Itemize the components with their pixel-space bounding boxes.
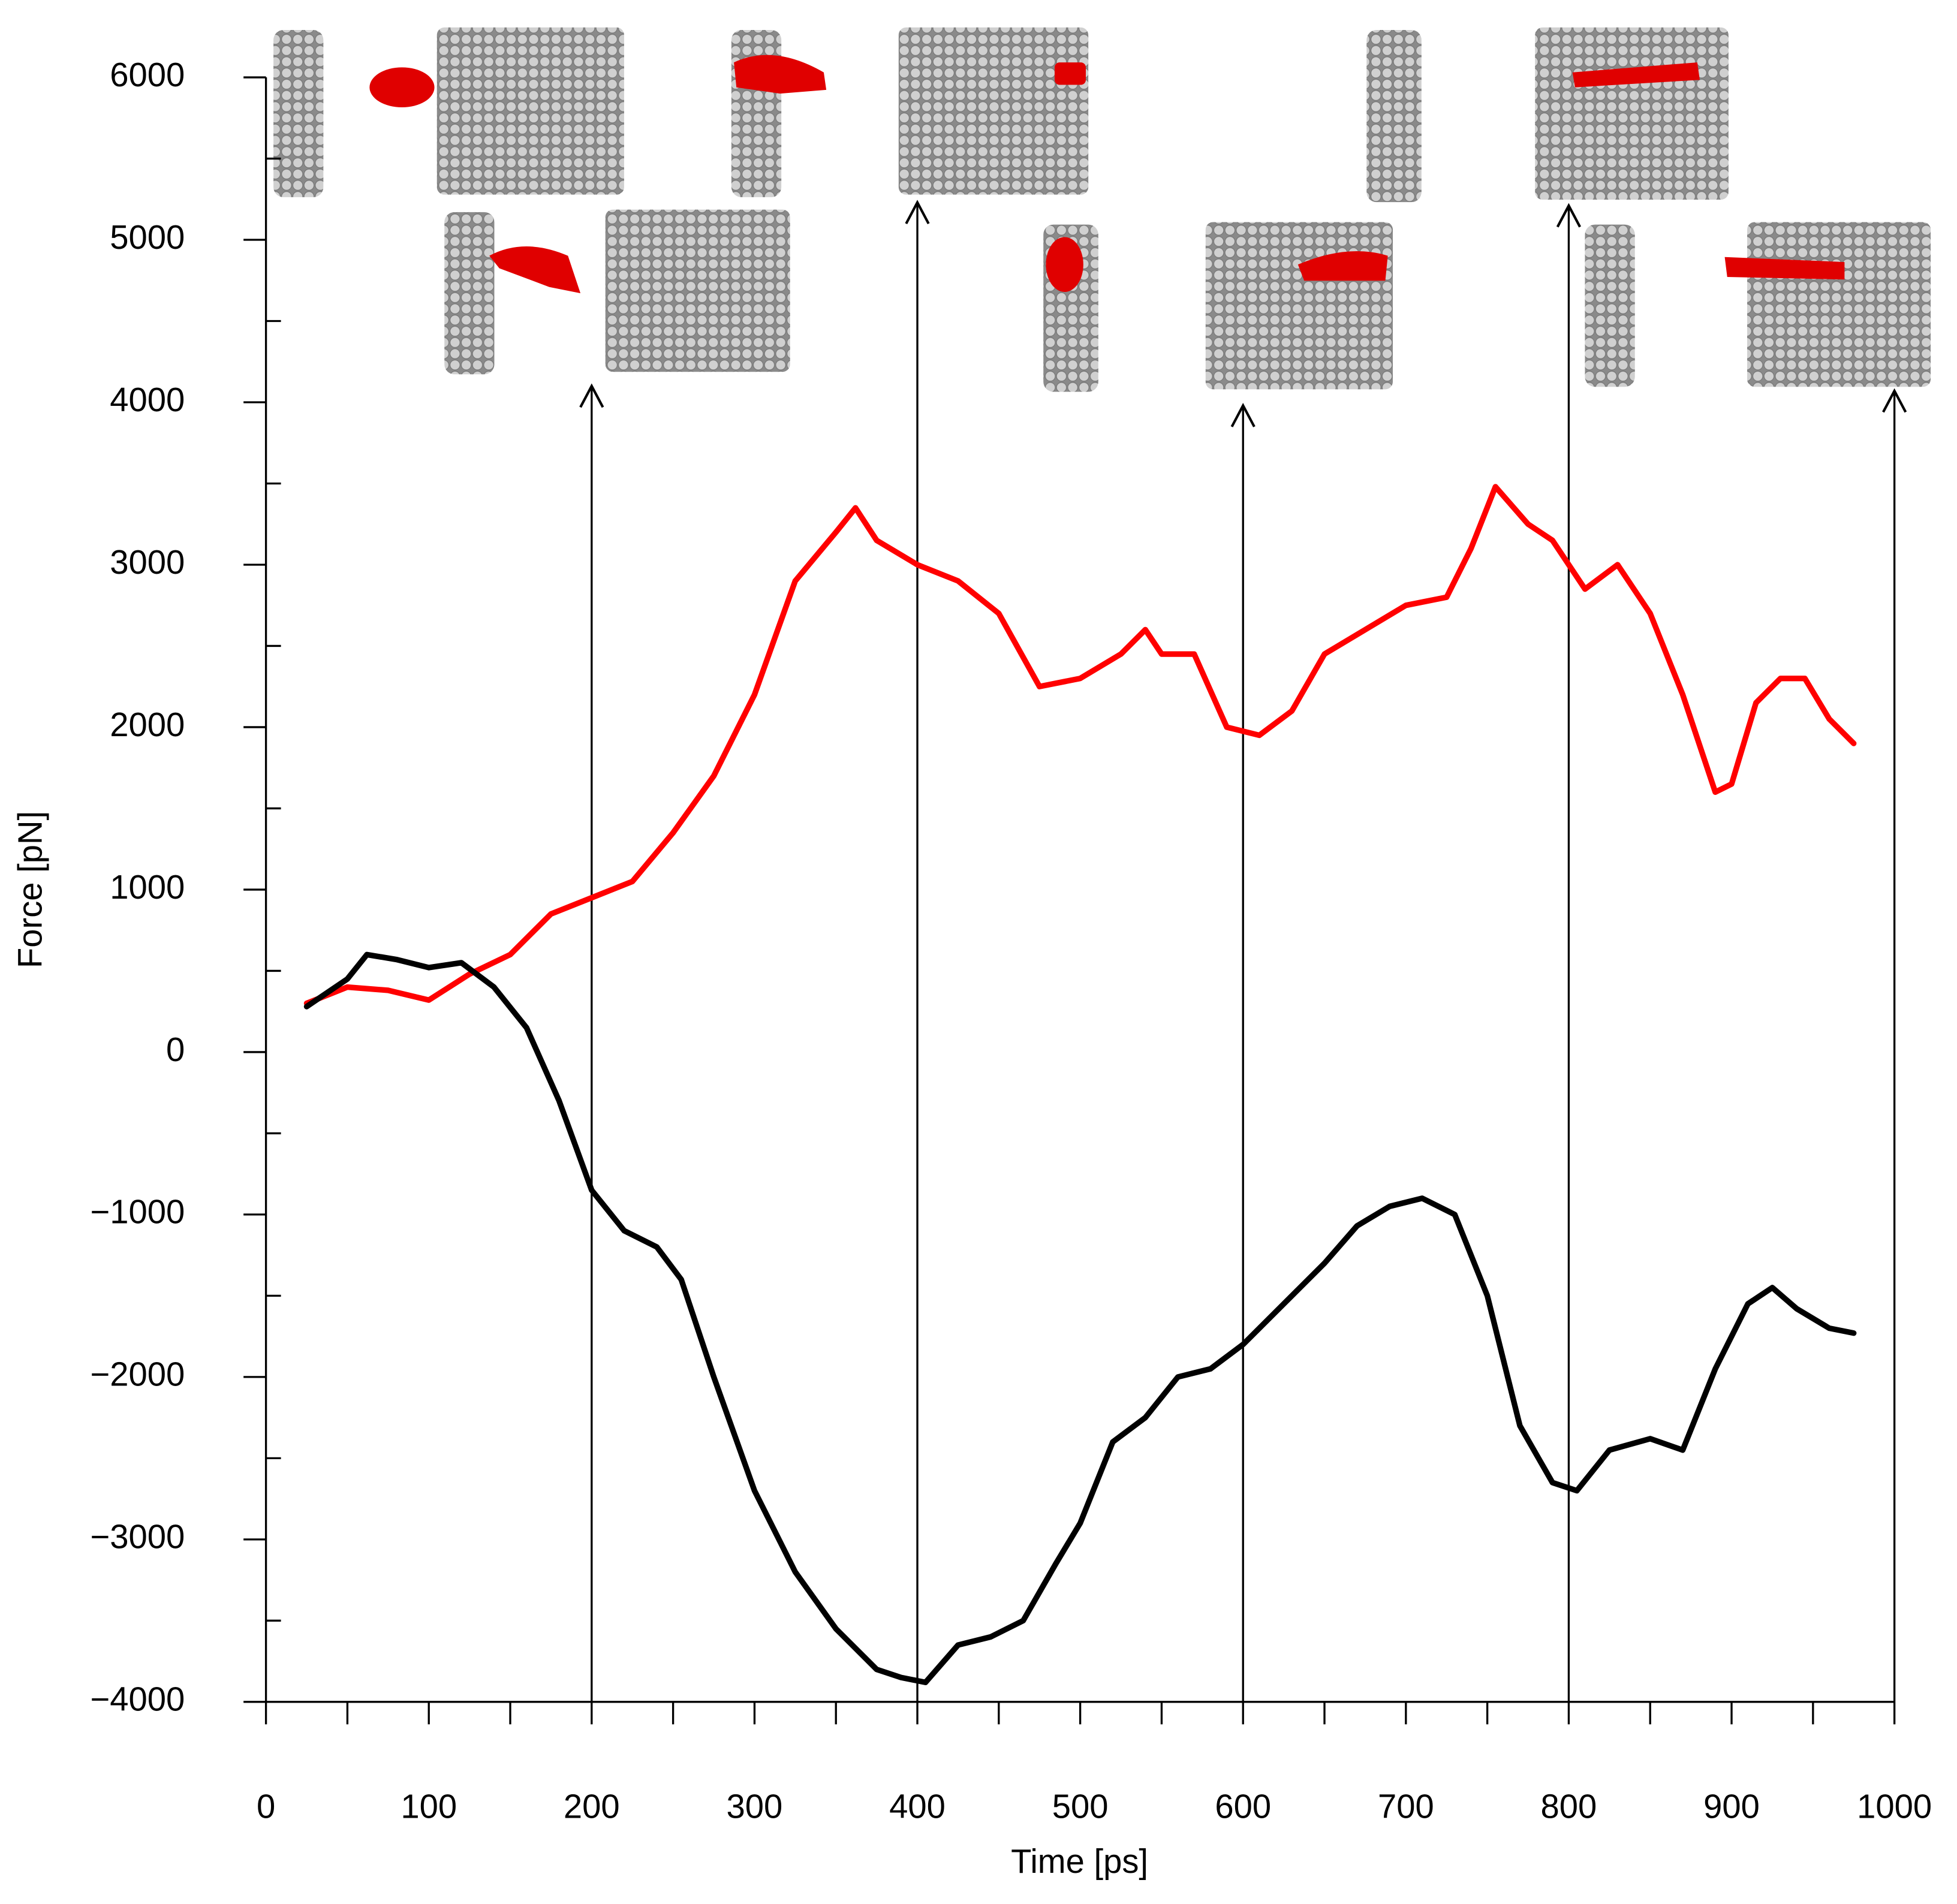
y-tick-label: −1000 xyxy=(91,1193,185,1231)
x-axis-title: Time [ps] xyxy=(1011,1842,1148,1880)
y-tick-label: 0 xyxy=(166,1031,185,1068)
x-tick-label: 0 xyxy=(257,1788,275,1825)
y-tick-label: −4000 xyxy=(91,1680,185,1718)
x-tick-label: 100 xyxy=(401,1788,457,1825)
inset-2 xyxy=(444,209,790,375)
x-tick-label: 1000 xyxy=(1857,1788,1932,1825)
x-tick-label: 900 xyxy=(1703,1788,1760,1825)
inset-3 xyxy=(731,27,1089,197)
insets xyxy=(273,27,1931,392)
x-tick-label: 400 xyxy=(889,1788,946,1825)
inset-4 xyxy=(1043,222,1393,392)
inset-1 xyxy=(273,27,624,197)
x-tick-label: 600 xyxy=(1215,1788,1271,1825)
x-tick-label: 500 xyxy=(1052,1788,1109,1825)
y-tick-label: 1000 xyxy=(110,868,185,906)
arrow-head xyxy=(579,383,604,408)
y-tick-label: 4000 xyxy=(110,381,185,418)
inset-5 xyxy=(1366,27,1729,203)
y-tick-label: −3000 xyxy=(91,1518,185,1556)
inset-6 xyxy=(1585,222,1931,387)
line-series xyxy=(303,484,1857,1007)
y-tick-label: 5000 xyxy=(110,218,185,256)
y-axis-title: Force [pN] xyxy=(11,811,49,968)
y-tick-label: 3000 xyxy=(110,543,185,581)
x-tick-label: 200 xyxy=(564,1788,620,1825)
x-tick-label: 300 xyxy=(727,1788,783,1825)
y-tick-label: 6000 xyxy=(110,56,185,94)
arrow-head xyxy=(1230,402,1256,427)
arrow-head xyxy=(1882,388,1907,413)
y-tick-label: −2000 xyxy=(91,1355,185,1393)
x-tick-label: 700 xyxy=(1378,1788,1434,1825)
arrow-head xyxy=(1556,203,1582,228)
x-tick-label: 800 xyxy=(1541,1788,1597,1825)
y-tick-label: 2000 xyxy=(110,706,185,743)
line-series xyxy=(303,951,1857,1686)
arrow-head xyxy=(905,200,930,225)
